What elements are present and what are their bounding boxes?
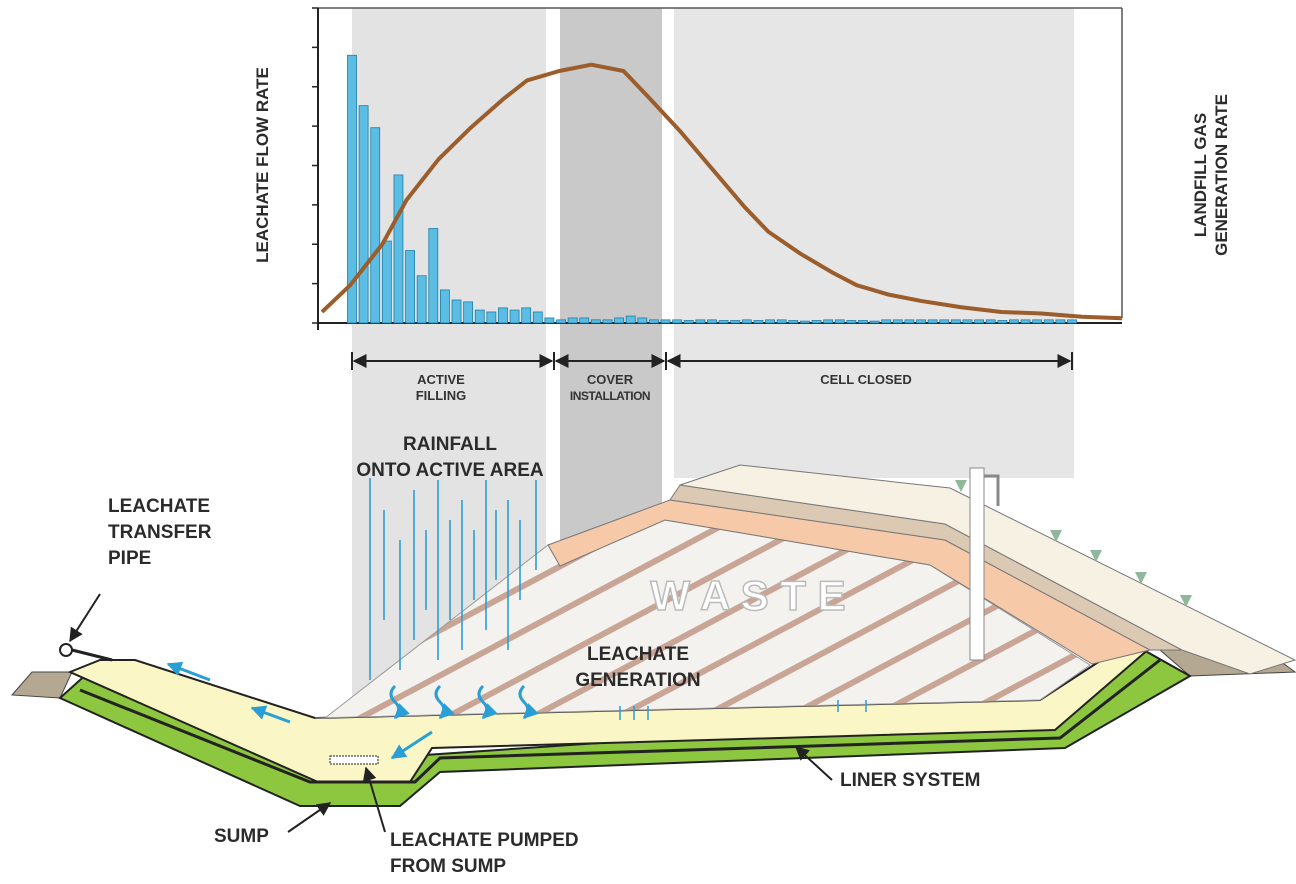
bar	[963, 320, 972, 323]
bar	[510, 310, 519, 323]
rainfall-label: RAINFALL	[403, 434, 497, 455]
phase-label: INSTALLATION	[570, 389, 650, 403]
band-cover	[560, 8, 662, 568]
pumped-label: FROM SUMP	[390, 856, 506, 877]
bar	[557, 320, 566, 323]
bar	[742, 320, 751, 323]
bar	[417, 276, 426, 323]
bar	[661, 320, 670, 323]
bar	[858, 320, 867, 323]
y-axis-label: LEACHATE FLOW RATE	[253, 67, 272, 263]
bar	[917, 320, 926, 323]
bar	[800, 321, 809, 323]
bar	[928, 320, 937, 323]
bar	[1009, 320, 1018, 323]
bar	[673, 320, 682, 323]
bar	[429, 229, 438, 324]
bar	[696, 320, 705, 323]
waste-label: W A S T E	[650, 572, 845, 619]
bar	[812, 320, 821, 323]
bar	[731, 320, 740, 323]
liner-label: LINER SYSTEM	[840, 770, 980, 791]
sump-label: SUMP	[214, 826, 269, 847]
phase-label: CELL CLOSED	[820, 372, 912, 387]
bar	[1068, 320, 1077, 323]
transfer-pipe-label: PIPE	[108, 548, 151, 569]
bar	[394, 175, 403, 323]
bar	[626, 316, 635, 323]
bar	[406, 251, 415, 323]
bar	[603, 320, 612, 323]
transfer-pipe-label: LEACHATE	[108, 496, 210, 517]
bar	[615, 318, 624, 323]
bar	[487, 312, 496, 323]
bar	[1056, 320, 1065, 323]
pipe	[72, 650, 112, 660]
bar	[708, 320, 717, 323]
bar	[835, 320, 844, 323]
rainfall-label: ONTO ACTIVE AREA	[356, 460, 543, 481]
bar	[754, 320, 763, 323]
bar	[440, 290, 449, 323]
bar	[684, 320, 693, 323]
bar	[766, 320, 775, 323]
pipe-end	[60, 644, 72, 656]
phase-label: FILLING	[416, 388, 467, 403]
bar	[986, 320, 995, 323]
generation-label: LEACHATE	[587, 644, 689, 665]
bar	[498, 308, 507, 323]
bar	[719, 320, 728, 323]
bar	[522, 308, 531, 323]
bar	[591, 320, 600, 323]
bar	[382, 241, 391, 323]
bar	[568, 318, 577, 323]
bar	[359, 106, 368, 323]
pumped-label: LEACHATE PUMPED	[390, 830, 579, 851]
bar	[998, 320, 1007, 323]
diagram: LEACHATE FLOW RATE LANDFILL GAS GENERATI…	[0, 0, 1296, 884]
bar	[1033, 320, 1042, 323]
bar	[533, 312, 542, 323]
bar	[1044, 320, 1053, 323]
bar	[580, 318, 589, 323]
y2-axis-label: GENERATION RATE	[1212, 94, 1231, 256]
gas-well-head	[984, 476, 998, 506]
bar	[893, 320, 902, 323]
bar	[824, 320, 833, 323]
gas-well	[970, 468, 984, 660]
y2-axis-label: LANDFILL GAS	[1191, 113, 1210, 237]
band-closed	[674, 8, 1074, 478]
phase-label: COVER	[587, 372, 634, 387]
sump-grate	[330, 756, 378, 764]
generation-label: GENERATION	[575, 670, 700, 691]
bar	[475, 310, 484, 323]
bar	[951, 320, 960, 323]
bar	[464, 302, 473, 323]
bar	[789, 320, 798, 323]
bar	[1021, 320, 1030, 323]
bar	[638, 318, 647, 323]
transfer-pipe-label: TRANSFER	[108, 522, 212, 543]
bar	[777, 320, 786, 323]
phase-label: ACTIVE	[417, 372, 465, 387]
bar	[882, 320, 891, 323]
bar	[870, 321, 879, 323]
bar	[975, 320, 984, 323]
bar	[847, 320, 856, 323]
bar	[940, 320, 949, 323]
bar	[371, 128, 380, 323]
bar	[452, 300, 461, 323]
bar	[905, 320, 914, 323]
bar	[649, 320, 658, 323]
bar	[545, 318, 554, 323]
